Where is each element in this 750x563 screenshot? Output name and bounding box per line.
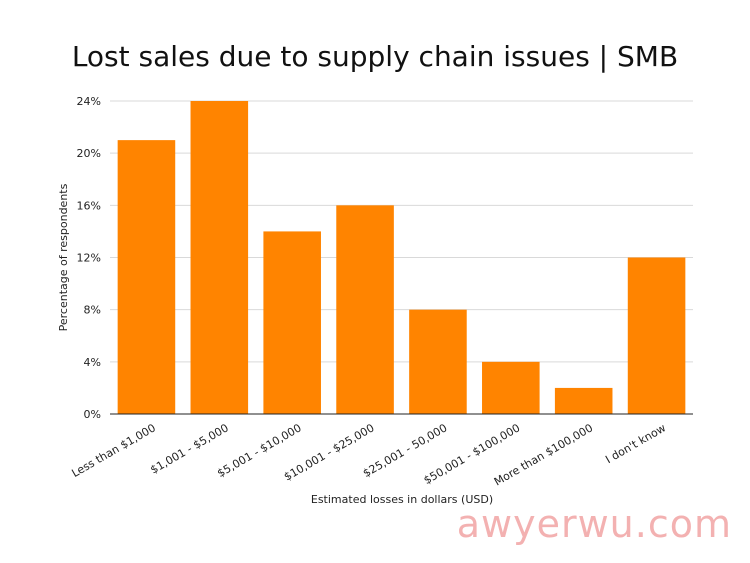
y-tick-label: 12%: [77, 252, 101, 265]
bar: [554, 387, 613, 414]
y-tick-label: 0%: [84, 408, 101, 421]
bar: [336, 205, 394, 414]
y-tick-label: 16%: [77, 199, 101, 212]
x-tick-label: Less than $1,000: [69, 421, 157, 480]
bars: [117, 101, 686, 414]
bar: [117, 140, 176, 414]
bar: [627, 257, 686, 414]
x-axis-title: Estimated losses in dollars (USD): [311, 493, 493, 506]
y-tick-label: 8%: [84, 304, 101, 317]
y-tick-labels: 0% 4% 8% 12% 16% 20% 24%: [77, 95, 101, 421]
bar: [263, 231, 321, 414]
y-tick-label: 4%: [84, 356, 101, 369]
y-axis-title: Percentage of respondents: [57, 183, 70, 331]
x-tick-labels: Less than $1,000$1,001 - $5,000$5,001 - …: [69, 421, 668, 488]
watermark: awyerwu.com: [456, 502, 732, 546]
y-tick-label: 20%: [77, 147, 101, 160]
chart-title: Lost sales due to supply chain issues | …: [71, 40, 679, 73]
bar: [409, 309, 467, 414]
bar: [482, 361, 540, 414]
x-tick-label: I don't know: [603, 421, 668, 466]
bar: [190, 101, 249, 414]
y-tick-label: 24%: [77, 95, 101, 108]
